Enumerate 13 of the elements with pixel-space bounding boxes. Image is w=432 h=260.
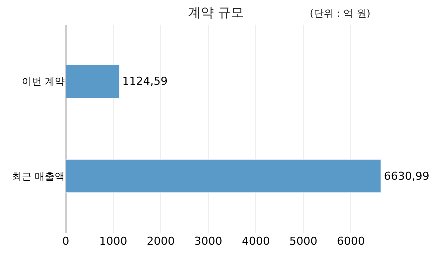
y-tick-label: 이번 계약 [22, 77, 65, 88]
chart-title: 계약 규모 [188, 6, 244, 21]
x-tick-label: 5000 [290, 235, 318, 248]
x-tick-label: 0 [62, 235, 70, 248]
x-tick-label: 3000 [194, 235, 223, 248]
x-tick-label: 4000 [242, 235, 270, 248]
text: (단위 : 억 원) [310, 9, 371, 20]
data-label: 1124,59 [122, 75, 168, 88]
y-tick-label: 최근 매출액 [12, 172, 65, 183]
x-tick-label: 6000 [337, 235, 366, 248]
x-tick-label: 1000 [100, 235, 128, 248]
x-tick-label: 2000 [147, 235, 176, 248]
data-label: 6630,99 [384, 170, 430, 183]
